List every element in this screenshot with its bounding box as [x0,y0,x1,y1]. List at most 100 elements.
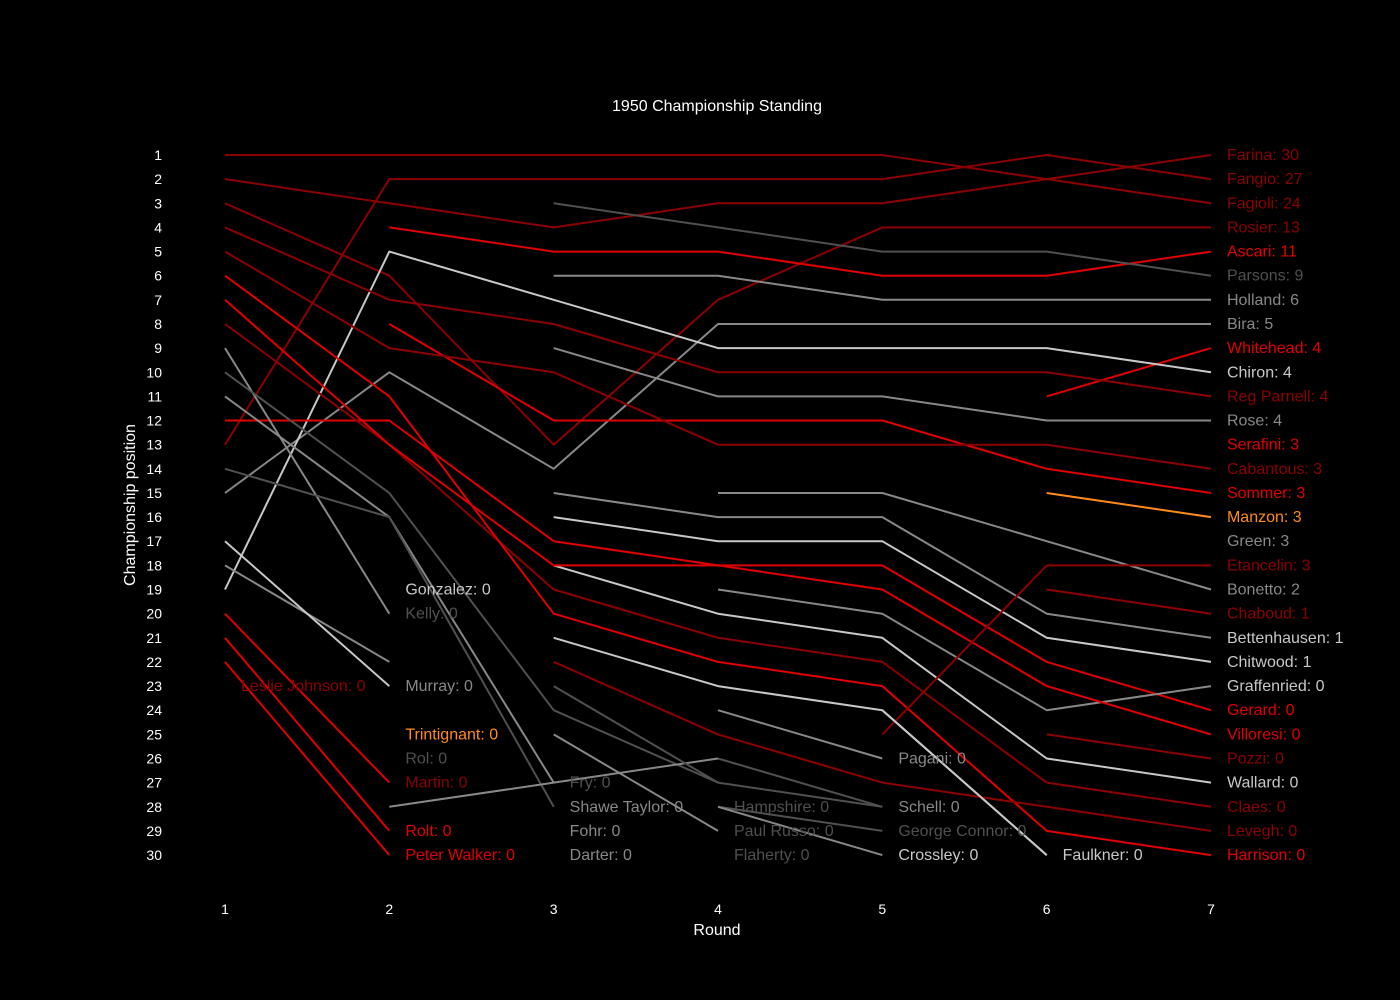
label-bira-5: Bira: 5 [1227,316,1273,333]
series-line-peter-walker-0 [224,661,391,856]
series-line-levegh-0 [881,564,1211,736]
label-darter-0: Darter: 0 [570,847,632,864]
y-tick-26: 26 [146,751,162,767]
y-tick-20: 20 [146,606,162,622]
y-tick-16: 16 [146,509,162,525]
label-reg-parnell-4: Reg Parnell: 4 [1227,388,1328,405]
label-kelly-0: Kelly: 0 [405,606,458,623]
y-tick-29: 29 [146,823,162,839]
y-tick-3: 3 [154,195,162,211]
label-farina-30: Farina: 30 [1227,147,1299,164]
label-hampshire-0: Hampshire: 0 [734,799,829,816]
label-sommer-3: Sommer: 3 [1227,485,1305,502]
label-green-3: Green: 3 [1227,533,1289,550]
y-tick-25: 25 [146,726,162,742]
series-line-serafini-3 [388,323,1212,494]
y-tick-11: 11 [147,388,162,404]
series-line-martin-0 [224,613,391,784]
label-fry-0: Fry: 0 [570,775,611,792]
series-line-pagani-0 [717,709,883,760]
label-faulkner-0: Faulkner: 0 [1063,847,1143,864]
series-line-rol-0 [224,371,883,808]
series-line-fagioli-24 [224,178,1212,229]
series-line-bettenhausen-1 [553,516,1212,663]
series-line-shawe-taylor-0 [224,467,555,808]
label-serafini-3: Serafini: 3 [1227,437,1299,454]
series-line-cabantous-3 [224,250,1212,470]
y-tick-19: 19 [146,582,162,598]
label-levegh-0: Levegh: 0 [1227,823,1297,840]
label-trintignant-0: Trintignant: 0 [405,726,498,743]
series-line-manzon-3 [1046,492,1212,519]
label-leslie-johnson-0: Leslie Johnson: 0 [241,678,366,695]
series-line-claes-0 [553,660,1212,832]
x-tick-2: 2 [385,901,393,917]
series-line-pozzi-0 [1046,733,1212,760]
label-rose-4: Rose: 4 [1227,413,1282,430]
chart-title: 1950 Championship Standing [612,98,822,115]
y-tick-22: 22 [146,654,162,670]
series-line-ascari-11 [389,226,1212,277]
label-pozzi-0: Pozzi: 0 [1227,751,1284,768]
series-line-reg-parnell-4 [224,226,1212,398]
series-line-holland-6 [553,274,1211,301]
label-flaherty-0: Flaherty: 0 [734,847,810,864]
driver-labels: Farina: 30 Fangio: 27 Fagioli: 24 Rosier: 1… [241,147,1344,864]
series-line-hampshire-0 [553,685,719,784]
y-tick-13: 13 [146,437,162,453]
label-rolt-0: Rolt: 0 [405,823,451,840]
series-line-parsons-9 [553,202,1212,277]
label-schell-0: Schell: 0 [898,799,959,816]
y-tick-14: 14 [146,461,162,477]
label-shawe-taylor-0: Shawe Taylor: 0 [570,799,684,816]
label-manzon-3: Manzon: 3 [1227,509,1302,526]
label-holland-6: Holland: 6 [1227,292,1299,309]
label-graffenried-0: Graffenried: 0 [1227,678,1325,695]
y-tick-7: 7 [154,292,162,308]
x-tick-6: 6 [1043,901,1051,917]
series-line-bira-5 [224,323,1211,494]
y-tick-4: 4 [154,219,162,235]
series-line-green-3 [553,492,1212,639]
series-line-rose-4 [553,347,1211,422]
label-george-connor-0: George Connor: 0 [898,823,1026,840]
label-cabantous-3: Cabantous: 3 [1227,461,1322,478]
x-tick-5: 5 [878,901,886,917]
label-rosier-13: Rosier: 13 [1227,219,1300,236]
x-axis-label: Round [693,922,740,939]
label-claes-0: Claes: 0 [1227,799,1286,816]
label-bettenhausen-1: Bettenhausen: 1 [1227,630,1344,647]
label-fohr-0: Fohr: 0 [570,823,621,840]
y-tick-1: 1 [154,147,162,163]
y-tick-21: 21 [146,630,162,646]
label-paul-russo-0: Paul Russo: 0 [734,823,834,840]
y-tick-15: 15 [146,485,162,501]
label-gonzalez-0: Gonzalez: 0 [405,582,490,599]
label-fagioli-24: Fagioli: 24 [1227,195,1301,212]
series-line-schell-0 [717,757,883,808]
label-crossley-0: Crossley: 0 [898,847,978,864]
series-line-george-connor-0 [717,805,883,832]
y-tick-30: 30 [146,847,162,863]
series-line-rosier-13 [224,202,1211,446]
label-chiron-4: Chiron: 4 [1227,364,1292,381]
series-line-villoresi-0 [224,299,1212,736]
series-line-paul-russo-0 [553,733,719,832]
series-line-chiron-4 [224,250,1212,590]
series-line-chitwood-1 [553,564,1212,784]
label-wallard-0: Wallard: 0 [1227,775,1299,792]
label-ascari-11: Ascari: 11 [1227,244,1297,261]
y-tick-28: 28 [146,799,162,815]
series-line-rolt-0 [224,637,391,832]
y-axis-label: Championship position [122,424,139,586]
x-tick-7: 7 [1207,901,1215,917]
x-tick-4: 4 [714,901,722,917]
y-tick-6: 6 [154,268,162,284]
y-tick-9: 9 [154,340,162,356]
y-tick-12: 12 [146,413,162,429]
y-tick-18: 18 [146,557,162,573]
label-murray-0: Murray: 0 [405,678,473,695]
series-line-faulkner-0 [881,709,1048,856]
